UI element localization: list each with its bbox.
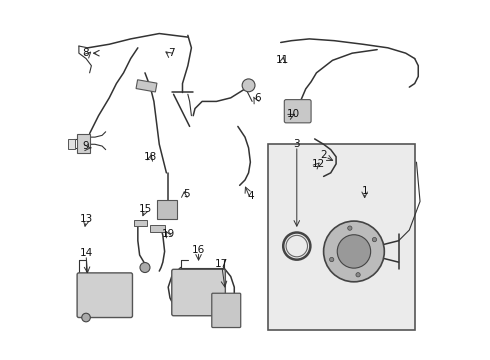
Text: 17: 17 [215, 259, 228, 269]
Bar [268, 144, 415, 330]
Circle shape [82, 313, 90, 322]
Bar [157, 200, 177, 219]
Text: 13: 13 [79, 214, 93, 224]
Circle shape [348, 226, 352, 230]
Circle shape [330, 257, 334, 262]
Text: 10: 10 [287, 109, 300, 119]
FancyBboxPatch shape [212, 293, 241, 328]
Text: 1: 1 [361, 186, 368, 196]
Text: 6: 6 [254, 93, 261, 103]
Bar [77, 134, 90, 153]
Circle shape [242, 79, 255, 92]
FancyBboxPatch shape [284, 100, 311, 123]
Text: 11: 11 [276, 55, 289, 65]
Text: 8: 8 [83, 48, 89, 58]
Circle shape [140, 262, 150, 273]
Text: 2: 2 [320, 150, 327, 160]
Text: 16: 16 [192, 245, 205, 255]
Text: 15: 15 [138, 203, 151, 213]
Text: 9: 9 [83, 141, 89, 151]
Circle shape [372, 238, 377, 242]
Bar [150, 225, 165, 232]
Circle shape [356, 273, 360, 277]
Bar [136, 80, 157, 92]
Text: 7: 7 [169, 48, 175, 58]
Text: 4: 4 [247, 191, 254, 201]
Circle shape [323, 221, 384, 282]
Text: 14: 14 [79, 248, 93, 258]
Text: 18: 18 [144, 152, 157, 162]
Text: 3: 3 [294, 139, 300, 149]
Text: 12: 12 [312, 159, 325, 169]
Bar [68, 139, 74, 149]
FancyBboxPatch shape [77, 273, 132, 318]
FancyBboxPatch shape [172, 269, 225, 316]
Bar [134, 220, 147, 226]
Text: 19: 19 [162, 229, 175, 239]
Circle shape [337, 235, 370, 268]
Text: 5: 5 [183, 189, 189, 199]
